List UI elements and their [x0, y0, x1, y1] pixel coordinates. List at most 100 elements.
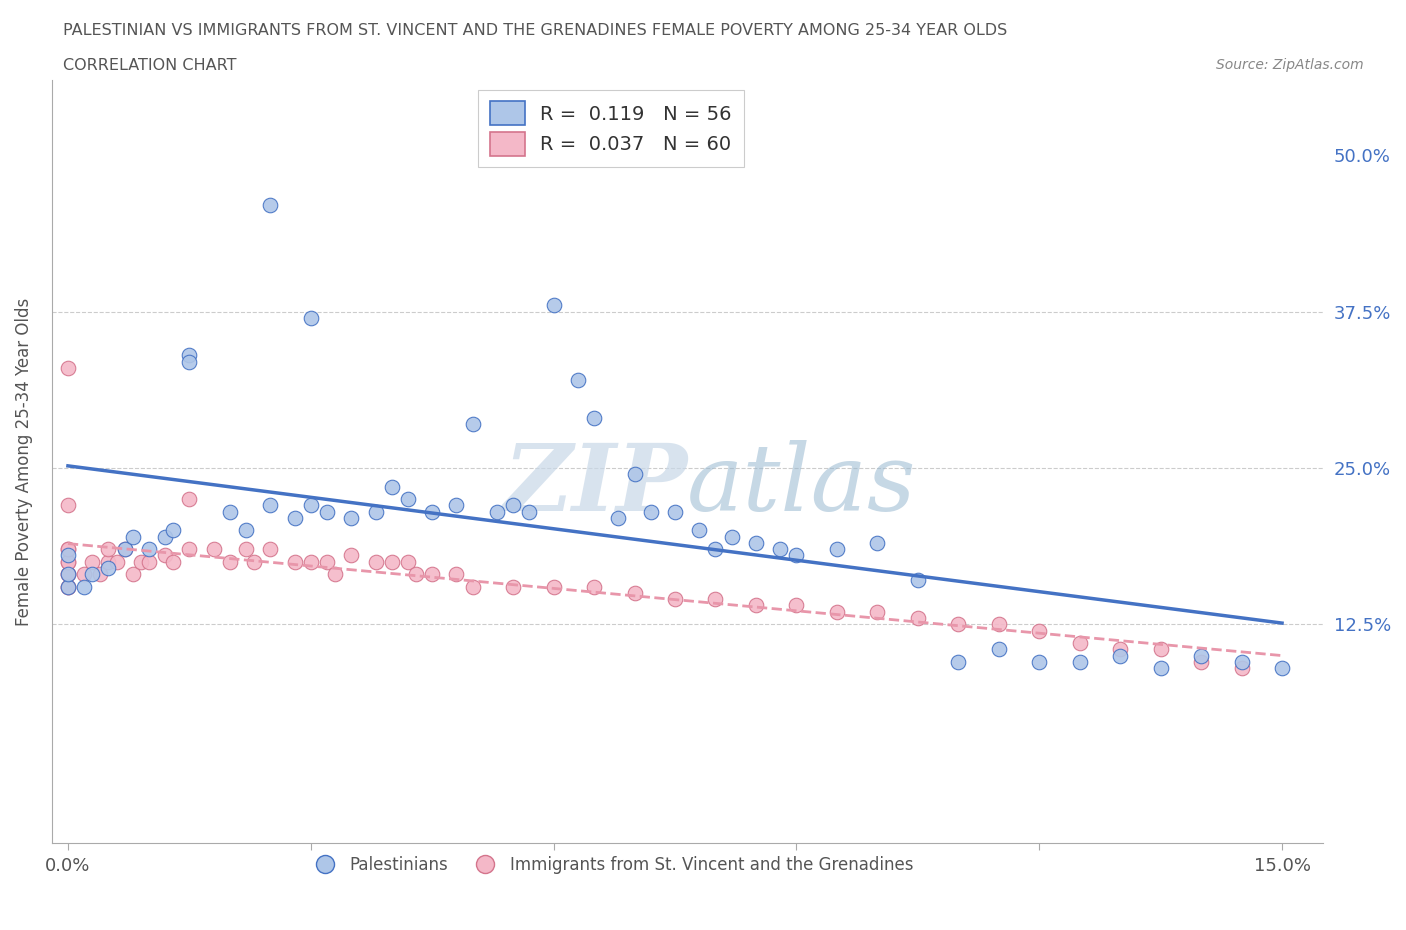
- Point: [583, 410, 606, 425]
- Point: [704, 591, 727, 606]
- Point: [56, 554, 79, 569]
- Point: [1230, 655, 1253, 670]
- Point: [162, 554, 184, 569]
- Legend: Palestinians, Immigrants from St. Vincent and the Grenadines: Palestinians, Immigrants from St. Vincen…: [301, 849, 921, 881]
- Point: [1109, 648, 1132, 663]
- Point: [1028, 623, 1050, 638]
- Point: [316, 554, 339, 569]
- Point: [56, 579, 79, 594]
- Point: [987, 617, 1010, 631]
- Point: [704, 542, 727, 557]
- Point: [56, 579, 79, 594]
- Point: [138, 542, 160, 557]
- Point: [485, 504, 508, 519]
- Point: [56, 498, 79, 512]
- Point: [138, 554, 160, 569]
- Point: [987, 642, 1010, 657]
- Point: [1149, 642, 1171, 657]
- Text: Source: ZipAtlas.com: Source: ZipAtlas.com: [1216, 58, 1364, 72]
- Point: [745, 598, 768, 613]
- Point: [259, 198, 281, 213]
- Point: [866, 604, 889, 619]
- Point: [56, 542, 79, 557]
- Point: [1109, 642, 1132, 657]
- Point: [825, 542, 848, 557]
- Text: ZIP: ZIP: [503, 440, 688, 529]
- Point: [664, 504, 686, 519]
- Point: [785, 548, 807, 563]
- Point: [235, 523, 257, 538]
- Point: [567, 373, 589, 388]
- Point: [1189, 655, 1212, 670]
- Point: [745, 536, 768, 551]
- Point: [543, 298, 565, 312]
- Point: [89, 566, 111, 581]
- Point: [1069, 635, 1091, 650]
- Point: [785, 598, 807, 613]
- Point: [1028, 655, 1050, 670]
- Point: [235, 542, 257, 557]
- Point: [153, 548, 176, 563]
- Point: [56, 566, 79, 581]
- Point: [340, 511, 363, 525]
- Point: [179, 492, 201, 507]
- Point: [162, 523, 184, 538]
- Point: [284, 511, 307, 525]
- Point: [640, 504, 662, 519]
- Point: [56, 579, 79, 594]
- Point: [73, 566, 96, 581]
- Point: [364, 504, 387, 519]
- Point: [420, 566, 443, 581]
- Point: [73, 579, 96, 594]
- Point: [56, 548, 79, 563]
- Point: [179, 542, 201, 557]
- Point: [866, 536, 889, 551]
- Point: [517, 504, 540, 519]
- Point: [259, 542, 281, 557]
- Point: [623, 467, 645, 482]
- Point: [583, 579, 606, 594]
- Point: [1189, 648, 1212, 663]
- Point: [259, 498, 281, 512]
- Point: [323, 566, 346, 581]
- Text: CORRELATION CHART: CORRELATION CHART: [63, 58, 236, 73]
- Point: [688, 523, 710, 538]
- Point: [243, 554, 266, 569]
- Point: [56, 554, 79, 569]
- Point: [664, 591, 686, 606]
- Point: [153, 529, 176, 544]
- Point: [218, 504, 240, 519]
- Point: [907, 573, 929, 588]
- Point: [97, 561, 120, 576]
- Point: [396, 554, 419, 569]
- Point: [82, 554, 104, 569]
- Point: [179, 348, 201, 363]
- Point: [121, 566, 143, 581]
- Point: [316, 504, 339, 519]
- Point: [502, 579, 524, 594]
- Point: [825, 604, 848, 619]
- Point: [299, 311, 322, 325]
- Point: [56, 360, 79, 375]
- Point: [56, 542, 79, 557]
- Point: [299, 554, 322, 569]
- Point: [1271, 660, 1294, 675]
- Point: [1230, 660, 1253, 675]
- Point: [56, 566, 79, 581]
- Point: [720, 529, 742, 544]
- Point: [97, 542, 120, 557]
- Point: [202, 542, 225, 557]
- Point: [121, 529, 143, 544]
- Point: [179, 354, 201, 369]
- Point: [218, 554, 240, 569]
- Text: PALESTINIAN VS IMMIGRANTS FROM ST. VINCENT AND THE GRENADINES FEMALE POVERTY AMO: PALESTINIAN VS IMMIGRANTS FROM ST. VINCE…: [63, 23, 1008, 38]
- Point: [114, 542, 136, 557]
- Point: [381, 554, 404, 569]
- Point: [82, 566, 104, 581]
- Point: [129, 554, 152, 569]
- Point: [56, 566, 79, 581]
- Point: [1149, 660, 1171, 675]
- Point: [105, 554, 128, 569]
- Point: [420, 504, 443, 519]
- Point: [114, 542, 136, 557]
